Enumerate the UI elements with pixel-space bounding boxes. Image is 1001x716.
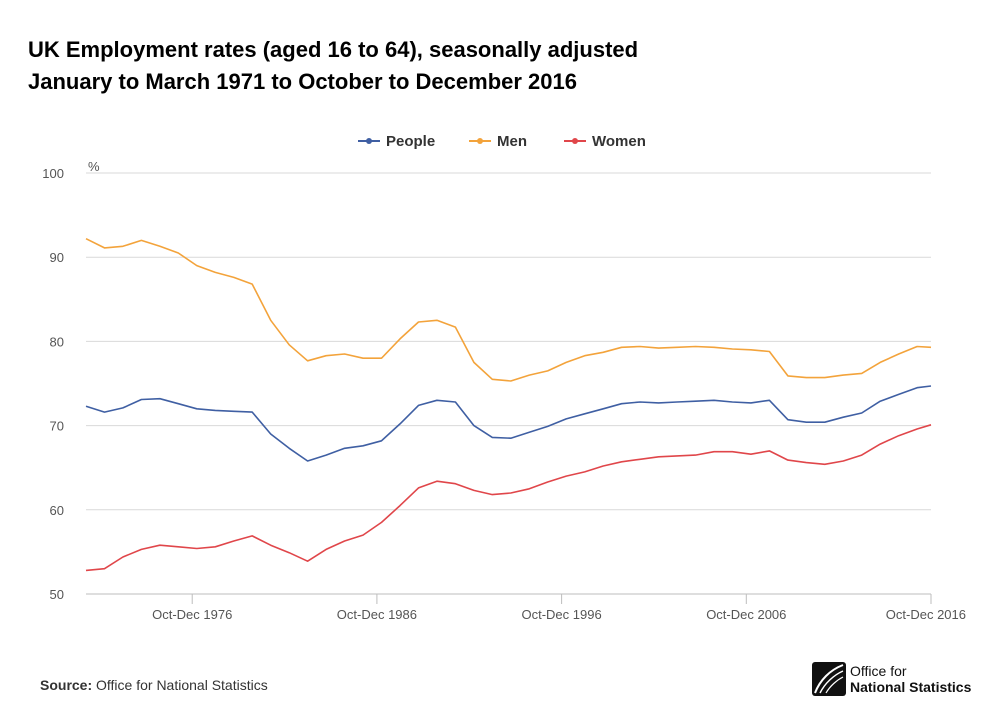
y-tick-label: 60 xyxy=(50,503,64,518)
x-axis: Oct-Dec 1976 Oct-Dec 1986 Oct-Dec 1996 Oct-… xyxy=(86,593,966,622)
x-tick-label: Oct-Dec 2016 xyxy=(886,607,966,622)
chart-series xyxy=(85,237,932,572)
ons-logo: Office for National Statistics xyxy=(812,660,982,700)
legend-swatch-marker xyxy=(477,138,483,144)
chart-legend: People Men Women xyxy=(358,133,646,150)
chart-title-line-2: January to March 1971 to October to Dece… xyxy=(28,69,577,94)
legend-item-men: Men xyxy=(469,133,527,150)
y-tick-label: 70 xyxy=(50,419,64,434)
y-tick-label: 80 xyxy=(50,334,64,349)
x-tick-label: Oct-Dec 1996 xyxy=(521,607,601,622)
source-label: Source: xyxy=(40,677,93,693)
x-tick-label: Oct-Dec 2006 xyxy=(706,607,786,622)
series-line-women xyxy=(85,424,932,572)
y-tick-label: 50 xyxy=(50,587,64,602)
ons-logo-line-1: Office for xyxy=(850,663,907,679)
chart-gridlines xyxy=(86,172,931,511)
y-tick-label: 90 xyxy=(50,250,64,265)
series-line-people xyxy=(85,385,932,462)
chart-title-line-1: UK Employment rates (aged 16 to 64), sea… xyxy=(28,37,639,62)
legend-item-women: Women xyxy=(564,133,646,150)
series-line-men xyxy=(85,237,932,382)
legend-label: Women xyxy=(592,133,646,150)
y-tick-label: 100 xyxy=(42,166,64,181)
legend-label: People xyxy=(386,133,435,150)
x-tick-label: Oct-Dec 1986 xyxy=(337,607,417,622)
legend-item-people: People xyxy=(358,133,435,150)
legend-swatch-marker xyxy=(366,138,372,144)
y-axis: 100 90 80 70 60 50% xyxy=(42,159,100,602)
source-text: Office for National Statistics xyxy=(96,677,268,693)
legend-label: Men xyxy=(497,133,527,150)
ons-logo-line-2: National Statistics xyxy=(850,679,972,695)
chart-title: UK Employment rates (aged 16 to 64), sea… xyxy=(28,34,638,98)
source-note: Source: Office for National Statistics xyxy=(40,677,268,693)
y-axis-unit-label: % xyxy=(88,159,100,174)
ons-logo-mark-icon xyxy=(812,662,846,696)
employment-line-chart: People Men Women 100 90 80 70 60 50% Oct-Dec 19… xyxy=(42,133,966,622)
x-tick-label: Oct-Dec 1976 xyxy=(152,607,232,622)
legend-swatch-marker xyxy=(572,138,578,144)
